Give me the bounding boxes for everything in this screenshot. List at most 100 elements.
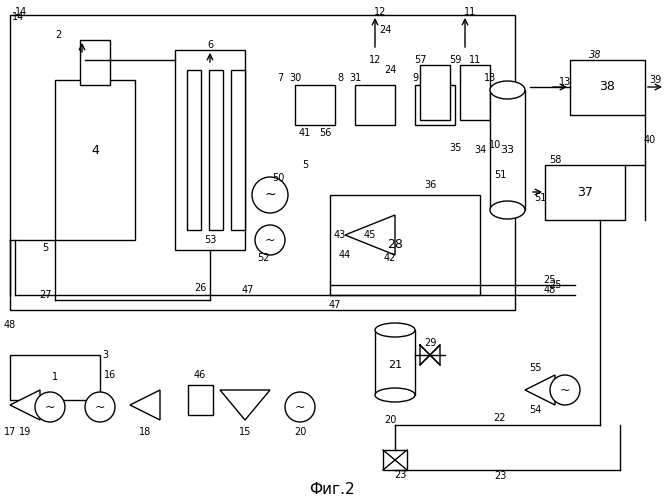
Bar [188, 385, 213, 415]
Text: 42: 42 [384, 253, 396, 263]
Text: 12: 12 [374, 7, 386, 17]
Bar [415, 85, 455, 125]
Text: 43: 43 [334, 230, 346, 240]
Text: 15: 15 [239, 427, 251, 437]
Text: 1: 1 [52, 372, 58, 382]
Text: 52: 52 [257, 253, 269, 263]
Bar [375, 330, 415, 395]
Text: 23: 23 [394, 470, 406, 480]
Text: 19: 19 [19, 427, 31, 437]
Bar [570, 60, 645, 115]
Text: 11: 11 [464, 7, 476, 17]
Bar [175, 50, 245, 250]
Text: 25: 25 [544, 275, 556, 285]
Text: 13: 13 [559, 77, 571, 87]
Text: 11: 11 [469, 55, 481, 65]
Bar [490, 90, 525, 210]
Text: 51: 51 [494, 170, 506, 180]
Text: 46: 46 [194, 370, 206, 380]
Circle shape [255, 225, 285, 255]
Text: 25: 25 [549, 280, 561, 290]
Text: 48: 48 [544, 285, 556, 295]
Bar [545, 165, 625, 220]
Ellipse shape [375, 323, 415, 337]
Ellipse shape [490, 201, 525, 219]
Text: 53: 53 [203, 235, 216, 245]
Bar [209, 70, 223, 230]
Ellipse shape [490, 81, 525, 99]
Text: 4: 4 [91, 144, 99, 156]
Text: 35: 35 [449, 143, 462, 153]
Text: 14: 14 [15, 7, 27, 17]
Text: 26: 26 [194, 283, 206, 293]
Text: 7: 7 [277, 73, 283, 83]
Polygon shape [220, 390, 270, 420]
Bar [383, 450, 407, 470]
Text: 31: 31 [349, 73, 361, 83]
Text: ~: ~ [45, 400, 55, 413]
Circle shape [252, 177, 288, 213]
Text: ~: ~ [560, 384, 571, 396]
Text: 3: 3 [102, 350, 108, 360]
Text: 51: 51 [534, 193, 546, 203]
Bar [80, 40, 110, 85]
Bar [355, 85, 395, 125]
Text: 30: 30 [289, 73, 301, 83]
Text: 28: 28 [387, 238, 403, 252]
Text: ~: ~ [295, 400, 305, 413]
Text: 14: 14 [12, 12, 24, 22]
Text: 17: 17 [4, 427, 16, 437]
Text: 47: 47 [329, 300, 341, 310]
Text: 44: 44 [339, 250, 351, 260]
Bar [460, 65, 490, 120]
Text: 48: 48 [4, 320, 16, 330]
Text: 54: 54 [529, 405, 541, 415]
Polygon shape [525, 375, 555, 405]
Text: 23: 23 [494, 471, 506, 481]
Text: 37: 37 [577, 186, 593, 198]
Text: 38: 38 [599, 80, 615, 94]
Text: 45: 45 [364, 230, 376, 240]
Text: 24: 24 [379, 25, 391, 35]
Ellipse shape [375, 388, 415, 402]
Text: 13: 13 [484, 73, 496, 83]
Text: 29: 29 [424, 338, 436, 348]
Text: 41: 41 [299, 128, 311, 138]
Text: 59: 59 [449, 55, 462, 65]
Text: ~: ~ [265, 234, 275, 246]
Text: 8: 8 [337, 73, 343, 83]
Text: 5: 5 [42, 243, 48, 253]
Text: 39: 39 [649, 75, 661, 85]
Text: 27: 27 [39, 290, 51, 300]
Circle shape [85, 392, 115, 422]
Text: ~: ~ [94, 400, 105, 413]
Text: 56: 56 [319, 128, 331, 138]
Bar [55, 80, 135, 240]
Polygon shape [10, 390, 40, 420]
Text: 16: 16 [104, 370, 116, 380]
Text: 22: 22 [493, 413, 506, 423]
Text: 9: 9 [412, 73, 418, 83]
Bar [10, 355, 100, 400]
Text: 55: 55 [529, 363, 541, 373]
Text: 2: 2 [55, 30, 61, 40]
Text: Фиг.2: Фиг.2 [309, 482, 355, 498]
Text: 18: 18 [139, 427, 151, 437]
Bar [187, 70, 201, 230]
Bar [10, 15, 515, 310]
Text: 47: 47 [242, 285, 254, 295]
Text: 34: 34 [474, 145, 486, 155]
Bar [231, 70, 245, 230]
Text: 20: 20 [294, 427, 306, 437]
Text: 33: 33 [501, 145, 515, 155]
Circle shape [550, 375, 580, 405]
Bar [420, 65, 450, 120]
Text: 38: 38 [589, 50, 601, 60]
Polygon shape [345, 215, 395, 255]
Bar [295, 85, 335, 125]
Text: 20: 20 [384, 415, 396, 425]
Polygon shape [130, 390, 160, 420]
Text: 40: 40 [644, 135, 656, 145]
Text: 6: 6 [207, 40, 213, 50]
Text: 12: 12 [369, 55, 381, 65]
